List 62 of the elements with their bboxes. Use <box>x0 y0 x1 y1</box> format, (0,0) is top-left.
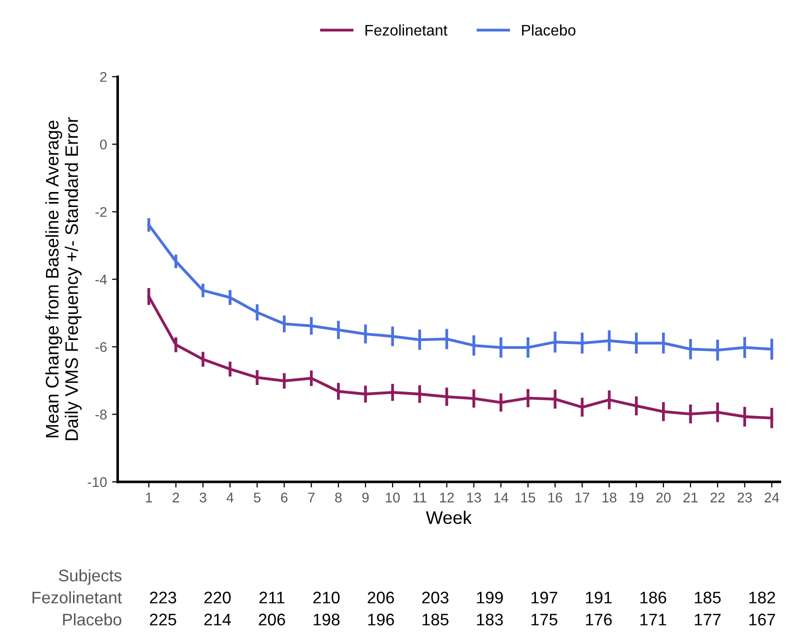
text: Subjects <box>58 569 122 585</box>
text: 177 <box>694 614 721 626</box>
y-tick-label: 2 <box>100 72 107 82</box>
legend-label: Placebo <box>522 24 576 36</box>
x-tick-label: 12 <box>440 492 454 502</box>
y-axis-title: Mean Change from Baseline in Average Daily VMS Frequency +/- Standard Error <box>45 117 82 440</box>
text: Fezolinetant <box>32 591 122 604</box>
text: 223 <box>150 592 176 604</box>
x-tick-label: 17 <box>576 492 590 502</box>
legend-label: Fezolinetant <box>366 24 448 36</box>
text: 203 <box>422 592 448 604</box>
text: 175 <box>532 614 558 626</box>
text: 220 <box>204 592 231 604</box>
x-tick-label: 19 <box>630 492 644 502</box>
text: 167 <box>749 614 776 626</box>
x-axis-title: Week <box>426 510 472 524</box>
text: 171 <box>640 614 666 626</box>
y-tick-label: -2 <box>96 207 107 217</box>
text: 206 <box>258 614 286 626</box>
text: 197 <box>532 592 558 604</box>
x-tick-label: 23 <box>738 492 752 502</box>
text: 185 <box>422 614 448 626</box>
x-tick-label: 24 <box>764 492 780 502</box>
text: Placebo <box>63 613 122 626</box>
y-tick-label: 0 <box>100 140 107 150</box>
x-tick-label: 1 <box>146 492 152 502</box>
text: 196 <box>368 614 394 626</box>
x-tick-label: 18 <box>602 492 616 502</box>
x-tick-label: 3 <box>200 492 206 502</box>
x-tick-label: 13 <box>467 492 481 502</box>
x-tick-label: 15 <box>521 492 536 502</box>
y-tick-label: -6 <box>96 342 107 352</box>
text: 185 <box>694 592 721 604</box>
x-tick-label: 2 <box>172 492 180 502</box>
x-tick-label: 21 <box>683 492 698 502</box>
text: 199 <box>477 592 503 604</box>
x-tick-label: 4 <box>226 492 234 502</box>
x-tick-label: 5 <box>254 492 260 502</box>
y-tick-label: -4 <box>96 274 107 284</box>
text: 211 <box>259 592 284 604</box>
text: 214 <box>204 614 231 626</box>
y-tick-label: -10 <box>88 477 107 488</box>
x-tick-label: 14 <box>494 492 508 502</box>
text: 186 <box>640 592 666 604</box>
text: 198 <box>314 614 340 626</box>
x-tick-label: 9 <box>362 492 369 502</box>
x-tick-label: 6 <box>281 492 288 502</box>
text: 210 <box>313 592 340 604</box>
text: 191 <box>586 592 612 604</box>
x-tick-label: 7 <box>308 492 314 502</box>
x-tick-label: 22 <box>710 492 725 502</box>
x-tick-label: 20 <box>656 492 671 502</box>
x-tick-label: 8 <box>335 492 342 502</box>
x-tick-label: 11 <box>414 492 426 502</box>
y-tick-label: -8 <box>96 410 107 420</box>
text: 176 <box>586 614 612 626</box>
x-tick-label: 16 <box>548 492 562 502</box>
x-tick-label: 10 <box>386 492 400 502</box>
text: 183 <box>477 614 503 626</box>
text: 225 <box>150 614 176 626</box>
text: 206 <box>368 592 394 604</box>
text: 182 <box>749 592 776 604</box>
